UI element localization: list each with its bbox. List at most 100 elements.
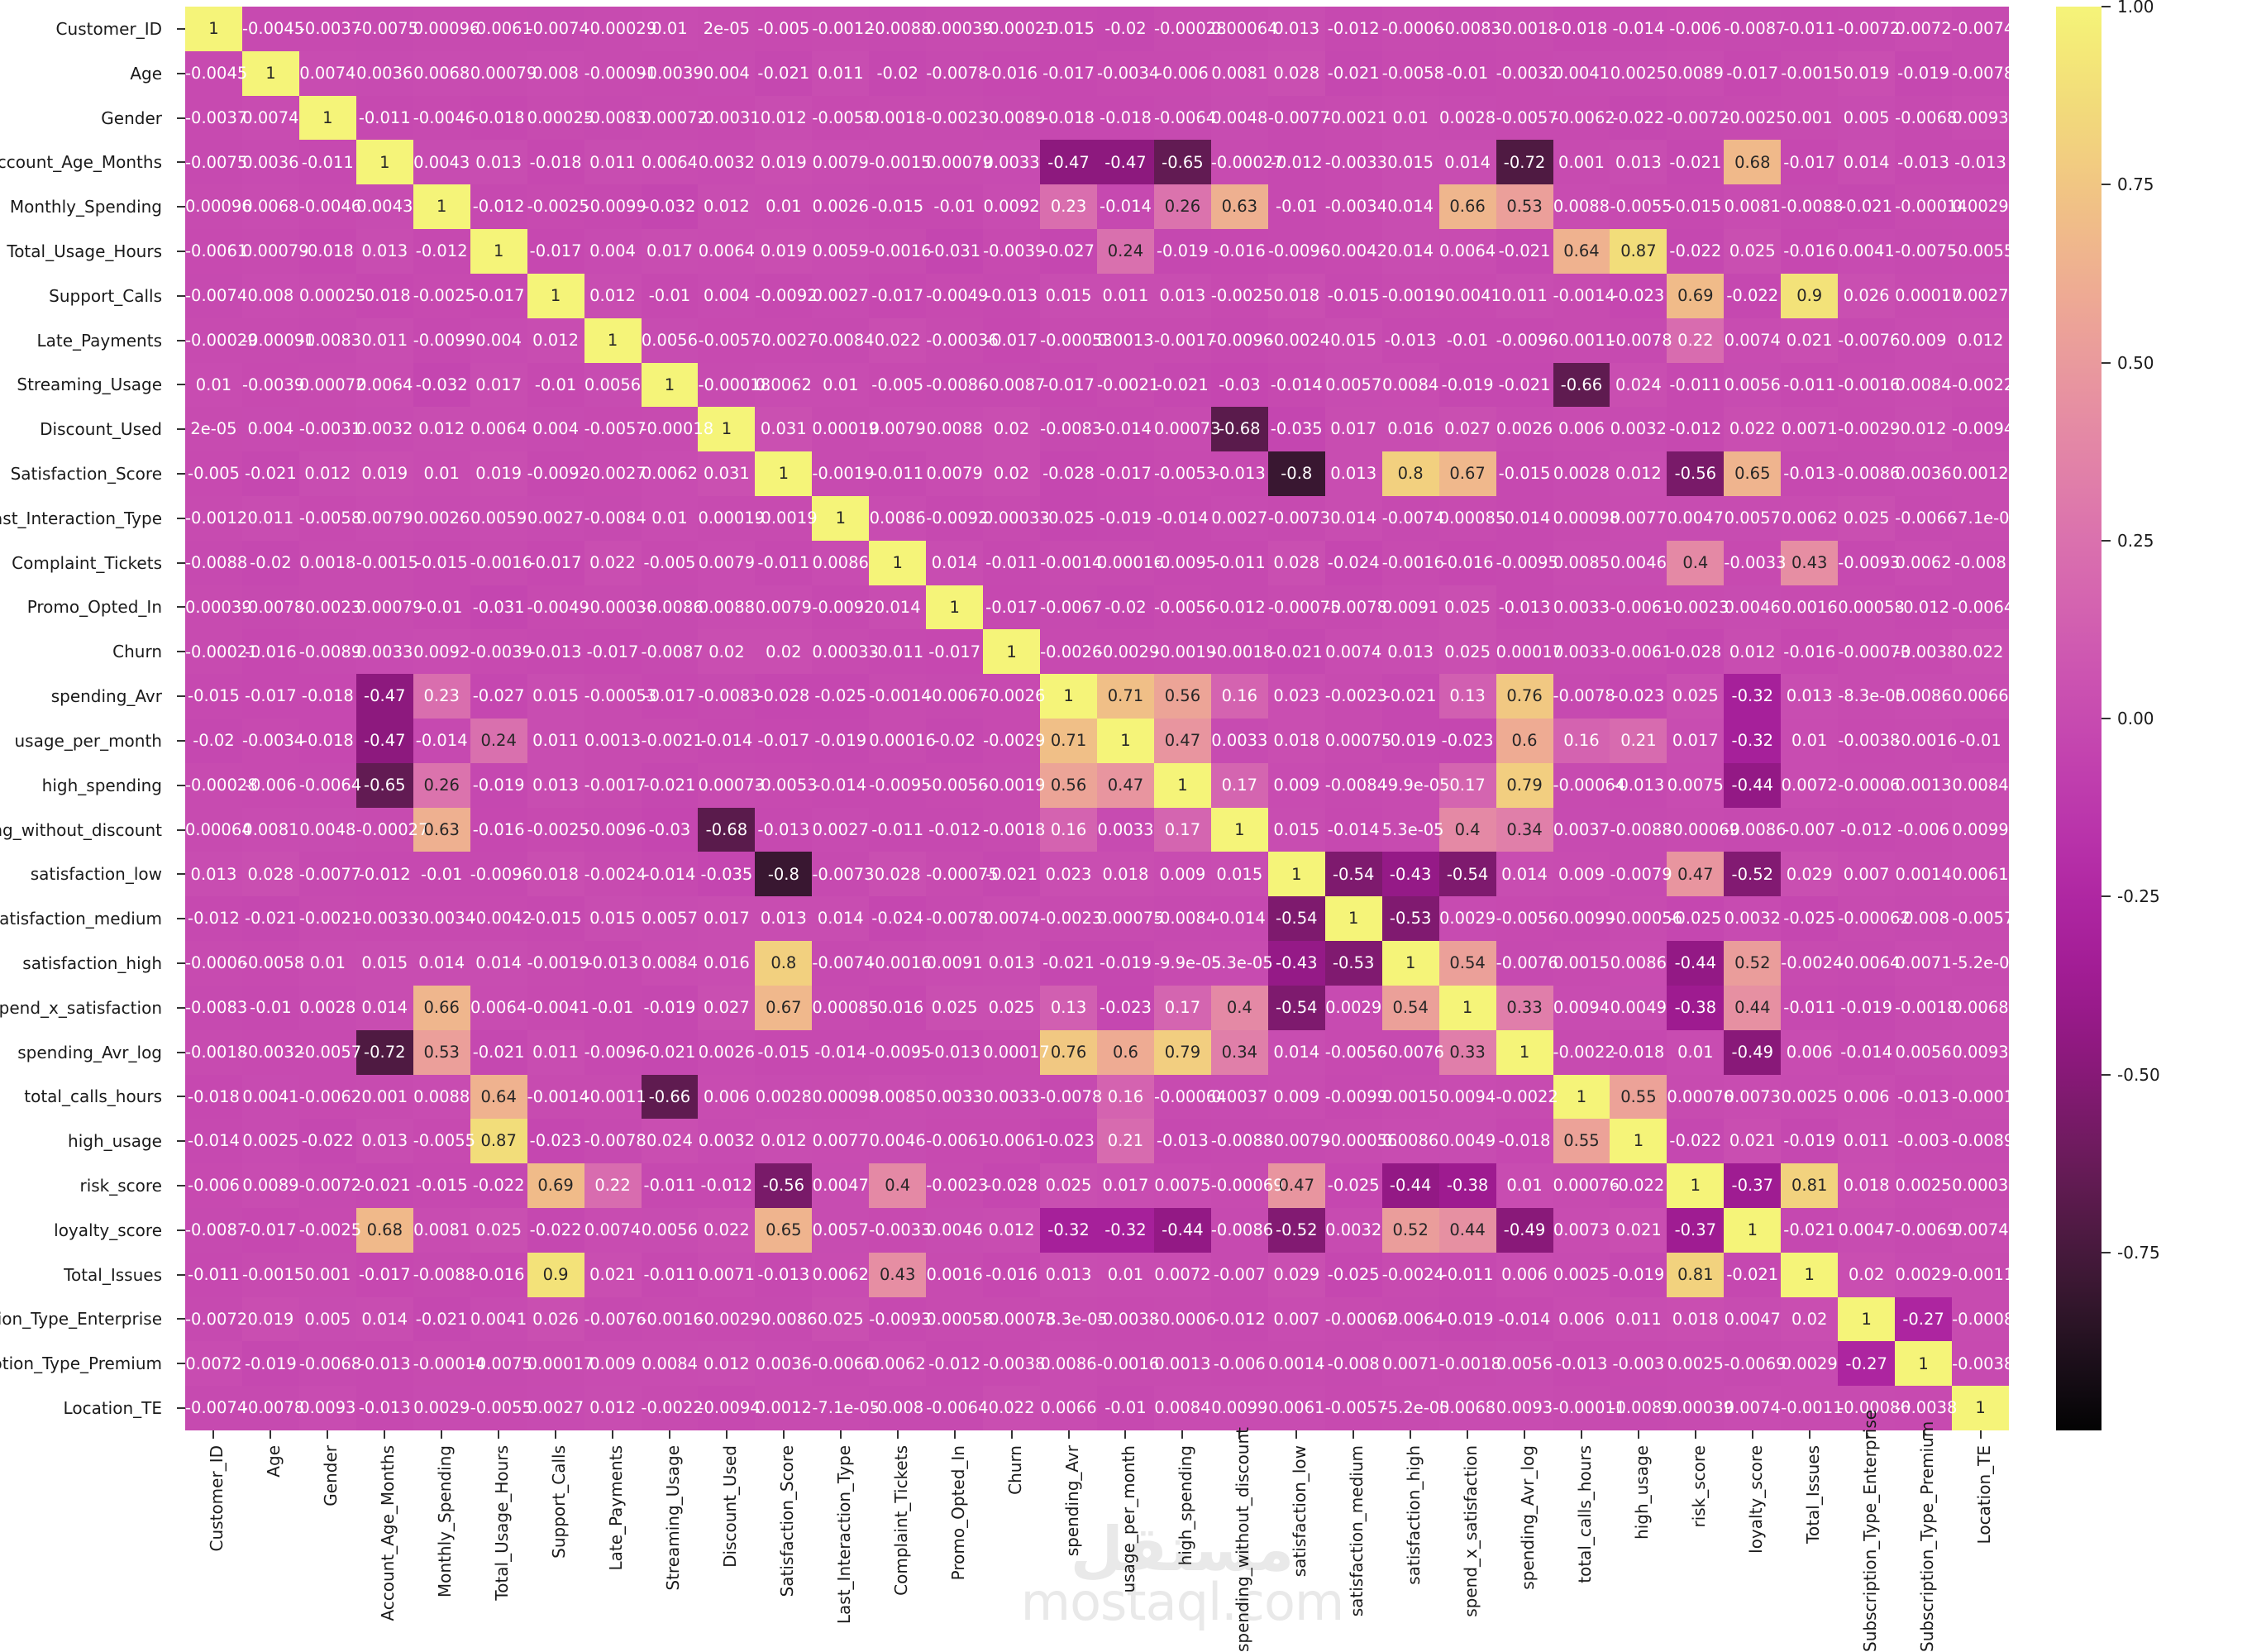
heatmap-cell: 0.025 bbox=[812, 1296, 870, 1342]
heatmap-row: -0.015 -0.017 -0.018 -0.47 0.23 -0.027 0.015 -0… bbox=[185, 674, 2009, 719]
heatmap-cell: -0.0041 bbox=[527, 985, 589, 1030]
heatmap-cell: 0.55 bbox=[1553, 1119, 1610, 1164]
heatmap-cell: 0.0059 bbox=[470, 495, 527, 541]
heatmap-cell: 1 bbox=[812, 495, 870, 541]
x-axis-tick-mark bbox=[1410, 1430, 1412, 1439]
heatmap-row: 0.013 0.028 -0.0077 -0.012 -0.01 -0.0096 0.018… bbox=[185, 852, 2009, 897]
colorbar-tick-label: -0.50 bbox=[2117, 1064, 2160, 1085]
heatmap-cell: 0.0032 bbox=[1610, 407, 1667, 452]
y-axis-tick-label: Account_Age_Months bbox=[0, 152, 162, 173]
y-axis-tick-label: Subscription_Type_Premium bbox=[0, 1354, 162, 1374]
heatmap-cell: -0.0083 bbox=[1040, 407, 1102, 452]
heatmap-cell: -0.028 bbox=[755, 674, 813, 719]
heatmap-cell: -0.015 bbox=[1040, 7, 1097, 51]
heatmap-cell: -0.0057 bbox=[1496, 95, 1558, 141]
heatmap-cell: -0.021 bbox=[1496, 229, 1553, 274]
heatmap-cell: -0.006 bbox=[1667, 7, 1725, 51]
x-axis-tick-mark bbox=[1751, 1430, 1753, 1439]
heatmap-cell: -0.0074 bbox=[1381, 495, 1444, 541]
y-axis-tick-label: satisfaction_low bbox=[30, 864, 162, 885]
heatmap-cell: -0.013 bbox=[355, 1386, 413, 1430]
heatmap-cell: 0.0079 bbox=[869, 407, 927, 452]
heatmap-cell: -0.013 bbox=[1553, 1341, 1610, 1387]
heatmap-grid: 1 -0.0045 -0.0037 -0.0075 0.00096 -0.0061 -0.0… bbox=[185, 7, 2025, 1430]
x-axis-tick-mark bbox=[555, 1430, 557, 1439]
heatmap-cell: 0.0085 bbox=[869, 1074, 927, 1120]
heatmap-cell: 0.006 bbox=[1553, 407, 1610, 452]
heatmap-cell: -0.011 bbox=[869, 807, 927, 852]
heatmap-cell: -0.0067 bbox=[1040, 585, 1102, 630]
heatmap-cell: -0.019 bbox=[1438, 362, 1496, 408]
heatmap-cell: -0.47 bbox=[355, 719, 413, 763]
heatmap-cell: 0.8 bbox=[1381, 451, 1439, 496]
heatmap-cell: 0.87 bbox=[470, 1119, 527, 1164]
heatmap-cell: 0.012 bbox=[298, 451, 356, 496]
y-axis-tick-label: Location_TE bbox=[63, 1398, 162, 1419]
heatmap-cell: 0.01 bbox=[1781, 719, 1839, 763]
heatmap-cell: -0.56 bbox=[1667, 451, 1725, 496]
heatmap-cell: -0.0025 bbox=[1210, 273, 1273, 318]
heatmap-cell: -0.0062 bbox=[298, 1074, 361, 1120]
y-axis-tick-mark bbox=[177, 161, 185, 164]
heatmap-row: -0.006 0.0089 -0.0072 -0.021 -0.015 -0.022 0.6… bbox=[185, 1163, 2019, 1208]
y-axis-tick-mark bbox=[177, 828, 185, 831]
heatmap-cell: 0.013 bbox=[355, 1119, 413, 1164]
heatmap-cell: 0.017 bbox=[1324, 407, 1382, 452]
heatmap-cell: 0.0071 bbox=[1781, 407, 1839, 452]
heatmap-cell: 1 bbox=[698, 407, 756, 452]
heatmap-cell: 0.014 bbox=[1267, 1029, 1325, 1075]
y-axis-tick-label: spending_without_discount bbox=[0, 819, 162, 840]
heatmap-cell: 1 bbox=[1324, 896, 1382, 942]
heatmap-cell: 0.43 bbox=[1781, 540, 1839, 585]
heatmap-cell: 0.027 bbox=[698, 985, 756, 1030]
heatmap-cell: 0.0074 bbox=[983, 896, 1041, 942]
heatmap-cell: -0.016 bbox=[470, 1252, 527, 1297]
heatmap-cell: 1 bbox=[355, 140, 413, 185]
heatmap-cell: 0.55 bbox=[1610, 1074, 1667, 1120]
heatmap-cell: 0.018 bbox=[527, 852, 584, 897]
heatmap-cell: -0.0015 bbox=[1781, 50, 1844, 96]
heatmap-cell: -0.27 bbox=[1838, 1341, 1896, 1387]
heatmap-cell: -0.0074 bbox=[185, 1386, 247, 1430]
heatmap-cell: -0.00075 bbox=[926, 852, 999, 897]
heatmap-cell: 0.71 bbox=[1097, 674, 1154, 719]
heatmap-cell: 0.63 bbox=[413, 807, 470, 852]
x-axis-tick-label: Subscription_Type_Enterprise bbox=[1859, 1409, 1880, 1652]
heatmap-cell: -0.0019 bbox=[1381, 273, 1444, 318]
heatmap-cell: 0.0099 bbox=[1952, 807, 2009, 852]
heatmap-cell: 0.0032 bbox=[1724, 896, 1782, 942]
heatmap-cell: 0.0027 bbox=[1952, 273, 2009, 318]
x-axis-tick-label: satisfaction_low bbox=[1290, 1445, 1310, 1578]
heatmap-cell: -0.0074 bbox=[812, 941, 875, 986]
heatmap-cell: -0.017 bbox=[983, 585, 1041, 630]
heatmap-cell: 0.65 bbox=[1724, 451, 1782, 496]
heatmap-cell: -0.017 bbox=[241, 674, 299, 719]
heatmap-cell: -0.0088 bbox=[1210, 1119, 1273, 1164]
heatmap-cell: 0.00073 bbox=[1153, 407, 1221, 452]
heatmap-cell: 0.0086 bbox=[812, 540, 870, 585]
heatmap-cell: 1 bbox=[1381, 941, 1439, 986]
heatmap-cell: 0.016 bbox=[698, 941, 756, 986]
y-axis-tick-label: loyalty_score bbox=[54, 1220, 162, 1240]
heatmap-cell: 0.33 bbox=[1496, 985, 1553, 1030]
heatmap-cell: -0.0031 bbox=[698, 95, 761, 141]
heatmap-cell: -0.021 bbox=[470, 1029, 527, 1075]
x-axis-tick-label: Total_Issues bbox=[1802, 1445, 1823, 1544]
heatmap-cell: -0.0058 bbox=[298, 495, 361, 541]
heatmap-cell: -0.0011 bbox=[1553, 318, 1615, 363]
colorbar-tick-label: 0.00 bbox=[2117, 709, 2154, 728]
heatmap-cell: -0.0011 bbox=[1781, 1386, 1844, 1430]
heatmap-cell: 0.4 bbox=[1667, 540, 1725, 585]
heatmap-cell: -0.021 bbox=[241, 451, 299, 496]
heatmap-cell: 0.012 bbox=[527, 318, 584, 363]
heatmap-cell: 0.001 bbox=[1553, 140, 1610, 185]
heatmap-cell: 1 bbox=[413, 184, 470, 230]
heatmap-cell: 0.0062 bbox=[869, 1341, 927, 1387]
heatmap-cell: 0.011 bbox=[527, 1029, 584, 1075]
x-axis-tick-label: Account_Age_Months bbox=[378, 1445, 398, 1621]
heatmap-cell: -0.32 bbox=[1040, 1207, 1097, 1253]
heatmap-cell: -0.0016 bbox=[641, 1296, 704, 1342]
heatmap-cell: 0.0081 bbox=[1210, 50, 1268, 96]
heatmap-cell: -0.0015 bbox=[241, 1252, 304, 1297]
heatmap-cell: -0.006 bbox=[1895, 807, 1953, 852]
